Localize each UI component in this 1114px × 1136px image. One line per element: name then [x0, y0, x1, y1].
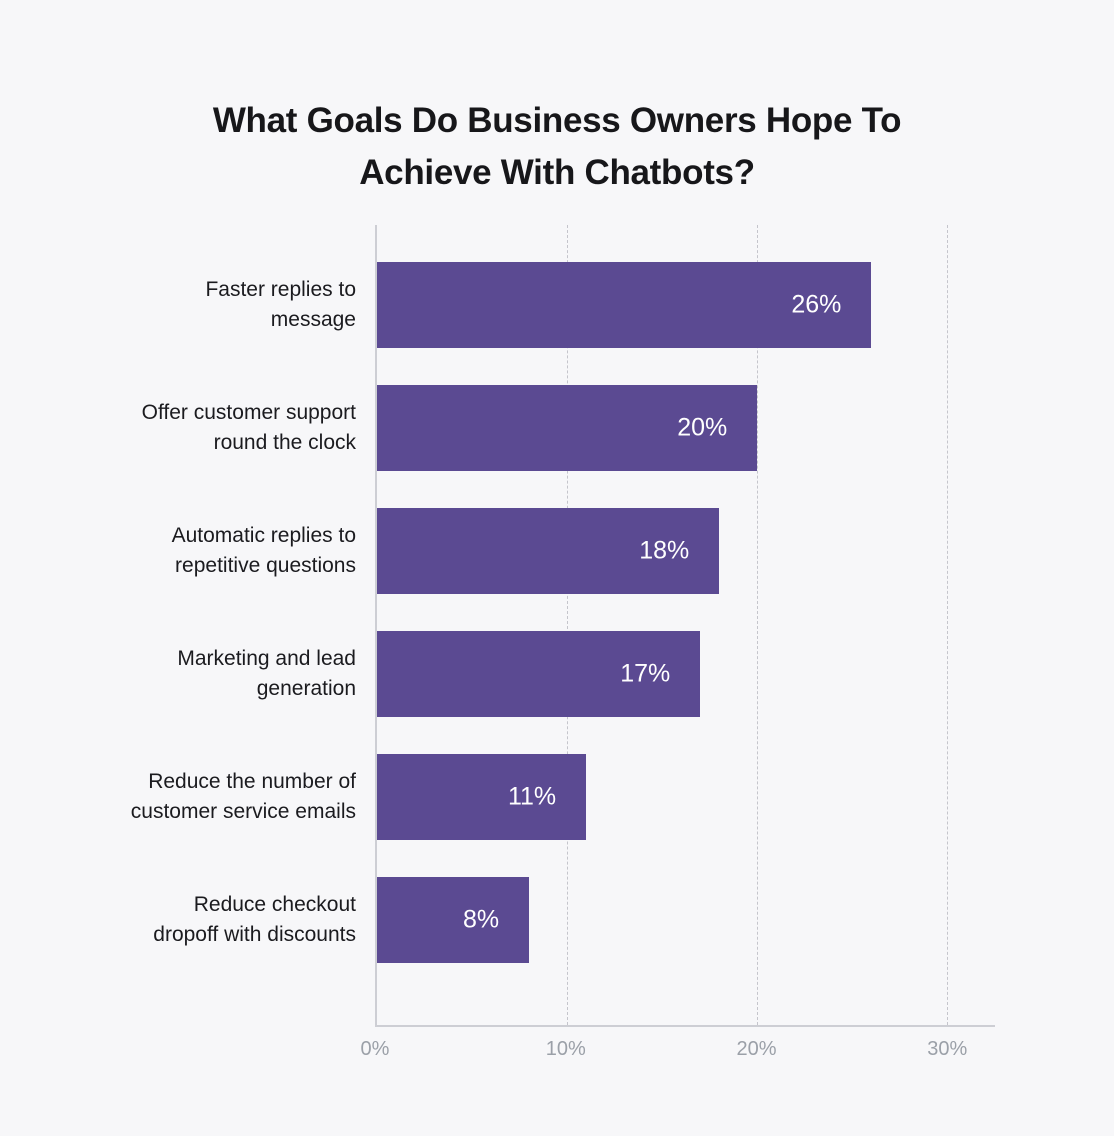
bar-offer-customer-support-round-the-clock: 20%	[377, 385, 758, 471]
category-label-line: Reduce the number of	[148, 770, 356, 793]
category-label-line: repetitive questions	[175, 554, 356, 577]
category-label-marketing-and-lead-generation: Marketing and lead generation	[0, 644, 356, 704]
category-label-line: Reduce checkout	[193, 893, 356, 916]
gridline-20	[757, 225, 759, 1025]
category-label-line: round the clock	[213, 431, 356, 454]
category-label-line: Marketing and lead	[177, 647, 356, 670]
gridline-10	[567, 225, 569, 1025]
bar-automatic-replies-to-repetitive-questions: 18%	[377, 508, 720, 594]
bar-marketing-and-lead-generation: 17%	[377, 631, 701, 717]
chart-title: What Goals Do Business Owners Hope To Ac…	[0, 95, 1114, 199]
category-label-line: Automatic replies to	[171, 524, 356, 547]
category-label-reduce-checkout-dropoff-with-discounts: Reduce checkout dropoff with discounts	[0, 890, 356, 950]
bar-faster-replies-to-message: 26%	[377, 262, 872, 348]
category-label-reduce-the-number-of-customer-service-emails: Reduce the number of customer service ema…	[0, 767, 356, 827]
category-label-line: dropoff with discounts	[153, 923, 356, 946]
bar-value-label: 18%	[639, 536, 690, 565]
bar-reduce-checkout-dropoff-with-discounts: 8%	[377, 877, 530, 963]
x-tick-label-10: 10%	[545, 1038, 586, 1060]
bar-value-label: 26%	[791, 290, 842, 319]
bar-value-label: 8%	[462, 905, 500, 934]
category-label-line: generation	[256, 677, 356, 700]
bar-value-label: 17%	[620, 659, 671, 688]
category-label-automatic-replies-to-repetitive-questions: Automatic replies to repetitive questions	[0, 521, 356, 581]
x-tick-label-0: 0%	[360, 1038, 390, 1060]
bar-reduce-the-number-of-customer-service-emails: 11%	[377, 754, 587, 840]
category-label-line: customer service emails	[130, 800, 356, 823]
chart-title-line-1: What Goals Do Business Owners Hope To	[212, 101, 902, 141]
bar-value-label: 11%	[507, 782, 557, 811]
bar-value-label: 20%	[677, 413, 728, 442]
x-tick-label-20: 20%	[736, 1038, 777, 1060]
category-label-faster-replies-to-message: Faster replies to message	[0, 275, 356, 335]
x-tick-label-30: 30%	[927, 1038, 968, 1060]
chart-title-line-2: Achieve With Chatbots?	[359, 153, 755, 193]
category-label-line: Offer customer support	[141, 401, 356, 424]
category-label-line: Faster replies to	[205, 278, 356, 301]
plot-area: 26% 20% 18% 17% 11% 8%	[375, 225, 995, 1027]
gridline-30	[947, 225, 949, 1025]
category-label-line: message	[270, 308, 356, 331]
category-label-offer-customer-support-round-the-clock: Offer customer support round the clock	[0, 398, 356, 458]
